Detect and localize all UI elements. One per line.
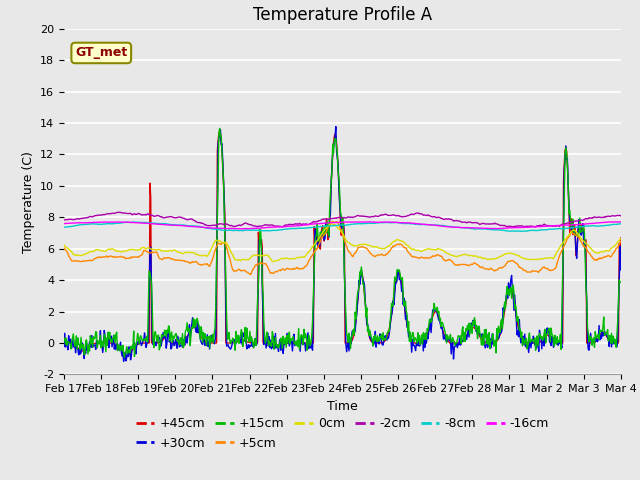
Title: Temperature Profile A: Temperature Profile A bbox=[253, 6, 432, 24]
X-axis label: Time: Time bbox=[327, 400, 358, 413]
Legend: +45cm, +30cm, +15cm, +5cm, 0cm, -2cm, -8cm, -16cm: +45cm, +30cm, +15cm, +5cm, 0cm, -2cm, -8… bbox=[131, 412, 554, 455]
Text: GT_met: GT_met bbox=[75, 47, 127, 60]
Y-axis label: Temperature (C): Temperature (C) bbox=[22, 151, 35, 252]
